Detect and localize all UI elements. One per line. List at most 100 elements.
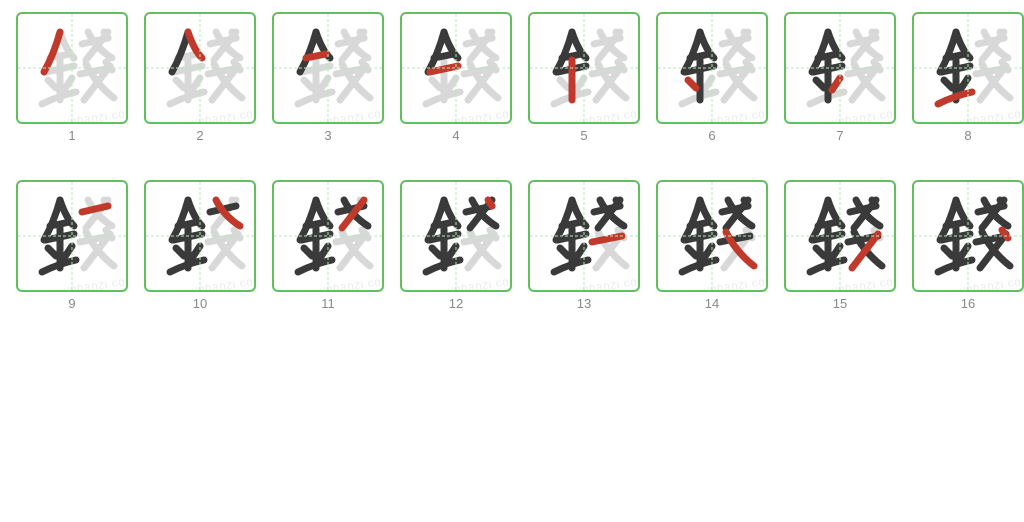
grid-cell: yohanzi.com 14 [652, 180, 772, 340]
grid-cell: yohanzi.com 1 [12, 12, 132, 172]
stroke-16-ghost [362, 62, 368, 70]
stroke-7-base [64, 246, 72, 258]
grid-cell: yohanzi.com3 [268, 12, 388, 172]
step-label: 5 [580, 128, 587, 143]
stroke-6-base [944, 80, 952, 88]
stroke-tile-11: yohanzi.com [272, 180, 384, 292]
stroke-7-ghost [704, 78, 712, 90]
stroke-6-base [816, 80, 824, 88]
grid-cell: yohanzi.com 13 [524, 180, 644, 340]
stroke-7-hl [832, 78, 840, 90]
stroke-16-ghost [362, 230, 368, 238]
stroke-7-ghost [320, 78, 328, 90]
grid-cell: yohanzi.com 8 [908, 12, 1024, 172]
stroke-12-ghost [488, 32, 492, 38]
stroke-tile-7: yohanzi.com [784, 12, 896, 124]
step-label: 10 [193, 296, 207, 311]
stroke-16-ghost [234, 62, 240, 70]
stroke-12-ghost [232, 32, 236, 38]
stroke-12-ghost [104, 32, 108, 38]
stroke-12-base [744, 200, 748, 206]
stroke-12-ghost [744, 32, 748, 38]
stroke-tile-10: yohanzi.com [144, 180, 256, 292]
stroke-tile-5: yohanzi.com [528, 12, 640, 124]
grid-cell: yohanzi.com 10 [140, 180, 260, 340]
stroke-16-ghost [106, 62, 112, 70]
stroke-12-ghost [360, 32, 364, 38]
stroke-9-hl [82, 206, 108, 212]
step-label: 6 [708, 128, 715, 143]
stroke-tile-1: yohanzi.com [16, 12, 128, 124]
stroke-6-base [432, 248, 440, 256]
stroke-12-ghost [1000, 32, 1004, 38]
stroke-3-base [434, 54, 454, 58]
step-label: 4 [452, 128, 459, 143]
grid-cell: yohanzi.com 7 [780, 12, 900, 172]
stroke-12-base [616, 200, 620, 206]
stroke-tile-15: yohanzi.com [784, 180, 896, 292]
stroke-12-ghost [872, 32, 876, 38]
grid-cell: yohanzi.com 4 [396, 12, 516, 172]
stroke-6-base [176, 248, 184, 256]
stroke-7-base [832, 246, 840, 258]
stroke-tile-16: yohanzi.com [912, 180, 1024, 292]
stroke-6-ghost [560, 80, 568, 88]
stroke-7-base [960, 78, 968, 90]
step-label: 9 [68, 296, 75, 311]
stroke-7-base [192, 246, 200, 258]
stroke-7-ghost [192, 78, 200, 90]
step-label: 12 [449, 296, 463, 311]
stroke-12-ghost [616, 32, 620, 38]
stroke-6-ghost [176, 80, 184, 88]
stroke-tile-13: yohanzi.com [528, 180, 640, 292]
stroke-16-ghost [490, 230, 496, 238]
stroke-6-base [304, 248, 312, 256]
stroke-7-base [704, 246, 712, 258]
stroke-6-base [944, 248, 952, 256]
grid-cell: yohanzi.com 16 [908, 180, 1024, 340]
step-label: 13 [577, 296, 591, 311]
step-label: 15 [833, 296, 847, 311]
grid-cell: yohanzi.com 15 [780, 180, 900, 340]
stroke-7-base [576, 246, 584, 258]
grid-cell: yohanzi.com9 [12, 180, 132, 340]
grid-cell: yohanzi.com12 [396, 180, 516, 340]
step-label: 16 [961, 296, 975, 311]
stroke-6-base [48, 248, 56, 256]
stroke-tile-6: yohanzi.com [656, 12, 768, 124]
stroke-6-hl [688, 80, 696, 88]
stroke-16-ghost [1002, 62, 1008, 70]
grid-cell: yohanzi.com2 [140, 12, 260, 172]
stroke-tile-8: yohanzi.com [912, 12, 1024, 124]
step-label: 7 [836, 128, 843, 143]
stroke-tile-2: yohanzi.com [144, 12, 256, 124]
stroke-6-ghost [304, 80, 312, 88]
step-label: 11 [321, 296, 335, 311]
stroke-12-hl [488, 200, 492, 206]
grid-cell: yohanzi.com 5 [524, 12, 644, 172]
stroke-6-ghost [432, 80, 440, 88]
stroke-16-ghost [234, 230, 240, 238]
grid-cell: yohanzi.com 6 [652, 12, 772, 172]
step-label: 8 [964, 128, 971, 143]
stroke-7-ghost [64, 78, 72, 90]
stroke-6-ghost [48, 80, 56, 88]
stroke-tile-14: yohanzi.com [656, 180, 768, 292]
stroke-16-ghost [746, 62, 752, 70]
stroke-3-hl [306, 54, 326, 58]
stroke-16-ghost [106, 230, 112, 238]
stroke-16-ghost [874, 62, 880, 70]
stroke-7-base [320, 246, 328, 258]
stroke-order-grid: yohanzi.com1yohanzi.com2yohanzi.com3yoha… [0, 0, 1024, 522]
stroke-tile-4: yohanzi.com [400, 12, 512, 124]
stroke-12-base [872, 200, 876, 206]
stroke-6-base [560, 248, 568, 256]
stroke-6-base [688, 248, 696, 256]
step-label: 1 [68, 128, 75, 143]
stroke-16-ghost [618, 62, 624, 70]
grid-cell: yohanzi.com 11 [268, 180, 388, 340]
stroke-6-base [816, 248, 824, 256]
stroke-16-hl [1002, 230, 1008, 238]
step-label: 3 [324, 128, 331, 143]
step-label: 14 [705, 296, 719, 311]
